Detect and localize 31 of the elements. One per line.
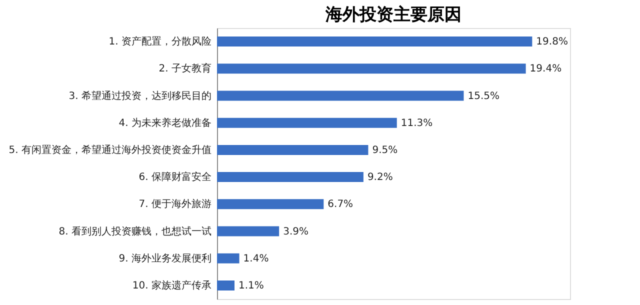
bar	[217, 253, 240, 264]
y-tick-label: 5. 有闲置资金，希望通过海外投资使资金升值	[8, 144, 212, 156]
data-label: 6.7%	[328, 199, 354, 210]
data-label: 1.1%	[238, 280, 264, 292]
data-label: 19.4%	[530, 64, 562, 75]
data-label: 15.5%	[468, 90, 500, 102]
bar	[217, 36, 532, 47]
y-tick-label: 2. 子女教育	[158, 62, 212, 75]
y-tick-label: 10. 家族遗产传承	[132, 279, 212, 292]
y-tick-label: 9. 海外业务发展便利	[118, 252, 212, 264]
y-tick-label: 6. 保障财富安全	[138, 171, 212, 184]
data-label: 9.2%	[367, 172, 393, 184]
data-label: 3.9%	[283, 226, 308, 238]
y-tick-label: 1. 资产配置，分散风险	[108, 36, 212, 48]
y-tick-label: 3. 希望通过投资，达到移民目的	[68, 90, 212, 102]
data-label: 9.5%	[372, 144, 398, 156]
chart-title: 海外投资主要原因	[324, 5, 462, 25]
bar	[217, 199, 324, 210]
y-tick-label: 8. 看到别人投资赚钱，也想试一试	[58, 225, 212, 238]
bar	[217, 226, 280, 236]
data-label: 11.3%	[400, 118, 433, 129]
data-label: 19.8%	[536, 36, 568, 48]
y-tick-label: 7. 便于海外旅游	[138, 198, 212, 210]
bar	[217, 118, 397, 128]
data-label: 1.4%	[243, 253, 269, 264]
bar	[217, 90, 464, 101]
bar	[217, 144, 368, 155]
bar	[217, 64, 526, 74]
bar	[217, 172, 364, 182]
bar	[217, 280, 235, 290]
y-tick-label: 4. 为未来养老做准备	[118, 116, 212, 129]
